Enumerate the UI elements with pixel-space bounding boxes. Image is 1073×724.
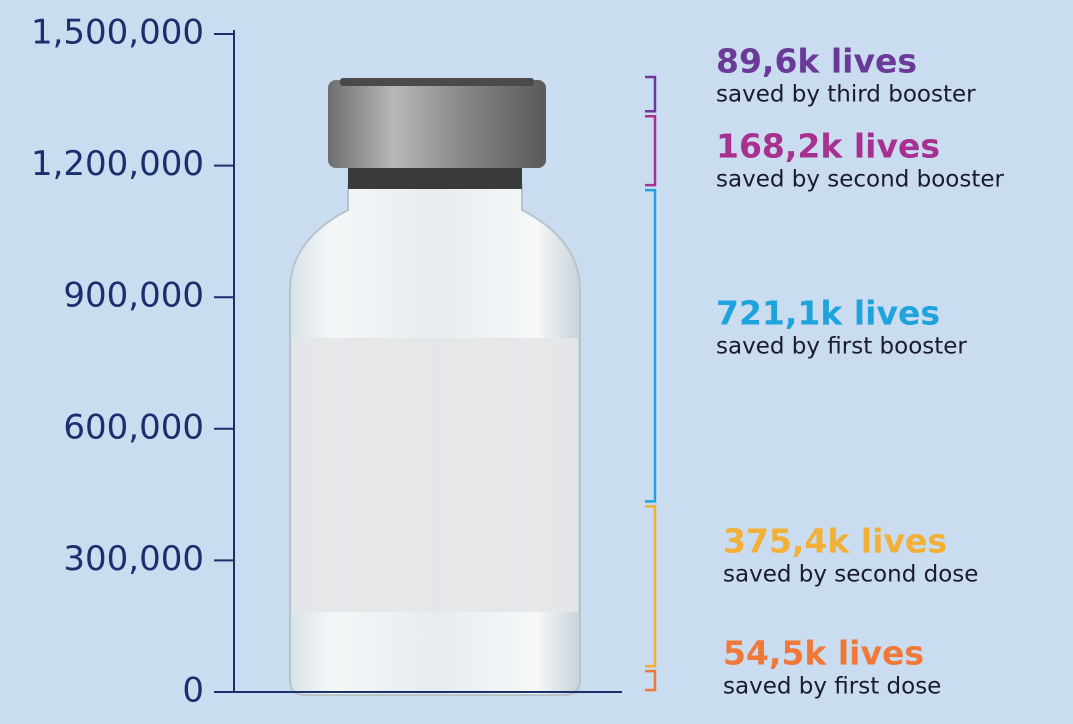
legend-label: saved by second dose bbox=[723, 562, 978, 588]
vial bbox=[289, 78, 581, 696]
y-tick-label: 300,000 bbox=[63, 539, 204, 579]
y-tick-label: 1,200,000 bbox=[31, 144, 204, 184]
legend-label: saved by second booster bbox=[716, 167, 1005, 193]
value-label: 89,6k lives bbox=[716, 42, 917, 81]
bracket bbox=[645, 505, 657, 668]
bracket bbox=[645, 669, 657, 692]
bracket bbox=[645, 75, 657, 113]
y-tick-label: 600,000 bbox=[63, 407, 204, 447]
bracket bbox=[645, 188, 657, 503]
y-tick-label: 1,500,000 bbox=[31, 13, 204, 53]
legend-label: saved by first booster bbox=[716, 334, 967, 360]
value-label: 721,1k lives bbox=[716, 294, 940, 333]
y-tick-label: 0 bbox=[182, 671, 204, 711]
value-label: 375,4k lives bbox=[723, 522, 947, 561]
legend-label: saved by third booster bbox=[716, 82, 976, 108]
value-label: 54,5k lives bbox=[723, 634, 924, 673]
legend-label: saved by first dose bbox=[723, 674, 941, 700]
value-label: 168,2k lives bbox=[716, 127, 940, 166]
y-tick-label: 900,000 bbox=[63, 276, 204, 316]
bracket bbox=[645, 115, 657, 187]
